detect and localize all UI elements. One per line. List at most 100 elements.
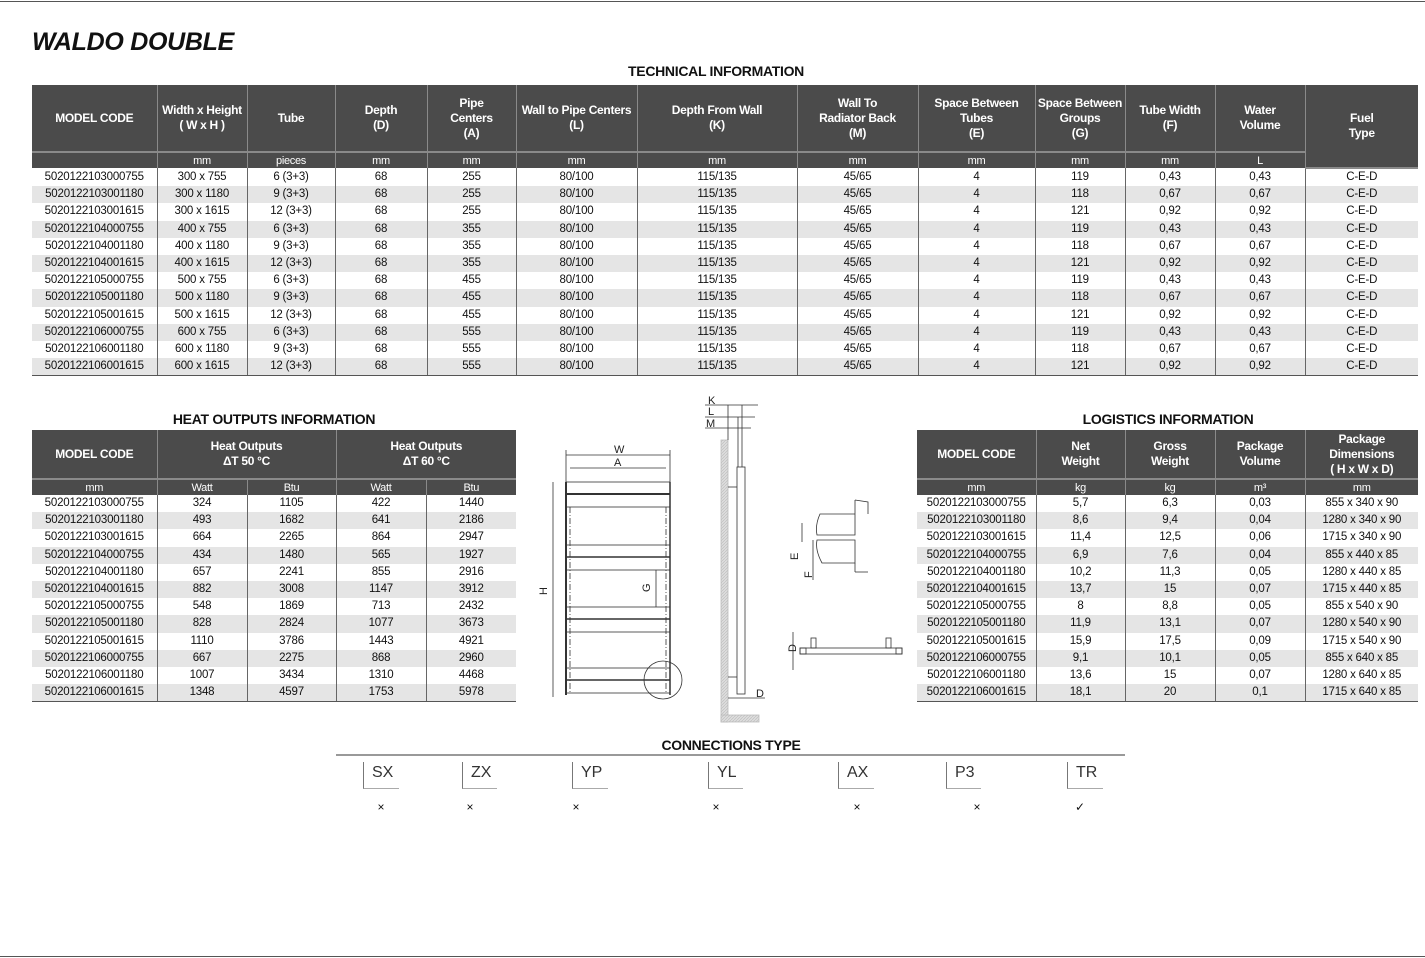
table-row: 5020122103000755 300 x 755 6 (3+3) 68 255 80/… bbox=[32, 168, 1418, 187]
data-cell: 0,67 bbox=[1124, 289, 1215, 307]
data-cell: 4468 bbox=[425, 666, 517, 685]
data-cell: 4 bbox=[917, 168, 1035, 187]
data-cell: 68 bbox=[334, 340, 427, 359]
data-cell: 118 bbox=[1034, 340, 1125, 359]
unit-header: pieces bbox=[246, 152, 335, 168]
table-row: 5020122104000755 6,9 7,6 0,04 855 x 440 x 85 bbox=[917, 546, 1418, 564]
model-code-cell: 5020122105000755 bbox=[926, 600, 1026, 613]
data-cell: C-E-D bbox=[1304, 254, 1418, 273]
data-cell: 115/135 bbox=[636, 168, 797, 187]
data-cell: 4 bbox=[917, 289, 1035, 307]
data-cell: 80/100 bbox=[515, 272, 637, 290]
side-view bbox=[705, 404, 765, 723]
data-cell: 4 bbox=[917, 254, 1035, 273]
unit-header: mm bbox=[32, 479, 157, 495]
data-cell: 3912 bbox=[425, 580, 517, 599]
model-code-cell: 5020122106001615 bbox=[32, 684, 157, 703]
data-cell: 0,67 bbox=[1214, 340, 1305, 359]
data-cell: 1753 bbox=[335, 684, 427, 703]
data-cell: 9,4 bbox=[1124, 512, 1215, 530]
data-cell: 0,43 bbox=[1124, 168, 1215, 187]
data-cell: 45/65 bbox=[796, 289, 918, 307]
data-cell: 80/100 bbox=[515, 358, 637, 377]
technical-title: TECHNICAL INFORMATION bbox=[628, 63, 804, 79]
data-cell: 115/135 bbox=[636, 220, 797, 238]
column-header: Width x Height ( W x H ) bbox=[156, 85, 247, 153]
data-cell: 434 bbox=[156, 546, 247, 564]
data-cell: 0,43 bbox=[1214, 220, 1305, 238]
model-code-cell: 5020122104001615 bbox=[32, 254, 157, 273]
data-cell: 667 bbox=[156, 649, 247, 667]
unit-header: mm bbox=[334, 152, 427, 168]
data-cell: 500 x 755 bbox=[156, 272, 247, 290]
data-cell: 1007 bbox=[156, 666, 247, 685]
data-cell: 2824 bbox=[246, 615, 337, 633]
table-row: 5020122104000755 400 x 755 6 (3+3) 68 355 80/… bbox=[32, 220, 1418, 238]
data-cell: 600 x 1615 bbox=[156, 358, 247, 377]
data-cell: 4 bbox=[917, 306, 1035, 324]
table-row: 5020122105001180 11,9 13,1 0,07 1280 x 540 x… bbox=[917, 615, 1418, 633]
data-cell: 3008 bbox=[246, 580, 337, 599]
data-cell: 115/135 bbox=[636, 340, 797, 359]
data-cell: 0,07 bbox=[1214, 666, 1305, 685]
data-cell: 4 bbox=[917, 272, 1035, 290]
data-cell: 2275 bbox=[246, 649, 337, 667]
data-cell: 9 (3+3) bbox=[246, 340, 335, 359]
column-header: Depth From Wall (K) bbox=[636, 85, 797, 153]
label-h: H bbox=[538, 587, 550, 595]
data-cell: 45/65 bbox=[796, 203, 918, 221]
model-code-cell: 5020122105001180 bbox=[32, 615, 157, 633]
column-header: Package Volume bbox=[1214, 430, 1305, 480]
table-row: 5020122106000755 667 2275 868 2960 bbox=[32, 649, 517, 667]
data-cell: 548 bbox=[156, 598, 247, 616]
check-icon: ✓ bbox=[1074, 800, 1086, 814]
data-cell: 255 bbox=[426, 168, 516, 187]
data-cell: 6 (3+3) bbox=[246, 272, 335, 290]
table-row: 5020122103000755 5,7 6,3 0,03 855 x 340 x 90 bbox=[917, 495, 1418, 513]
label-w: W bbox=[614, 444, 625, 456]
data-cell: 45/65 bbox=[796, 272, 918, 290]
column-header: Wall to Pipe Centers (L) bbox=[515, 85, 637, 153]
data-cell: 68 bbox=[334, 289, 427, 307]
data-cell: 8,6 bbox=[1035, 512, 1125, 530]
data-cell: 6 (3+3) bbox=[246, 168, 335, 187]
model-code-cell: 5020122105001180 bbox=[32, 289, 157, 307]
data-cell: 115/135 bbox=[636, 203, 797, 221]
unit-header: Watt bbox=[335, 479, 427, 495]
data-cell: 68 bbox=[334, 237, 427, 255]
data-cell: 0,07 bbox=[1214, 615, 1305, 633]
data-cell: 3434 bbox=[246, 666, 337, 685]
data-cell: 115/135 bbox=[636, 254, 797, 273]
data-cell: 500 x 1180 bbox=[156, 289, 247, 307]
data-cell: 555 bbox=[426, 358, 516, 377]
label-d-top: D bbox=[787, 644, 799, 652]
unit-header: mm bbox=[1304, 479, 1418, 495]
unit-header: mm bbox=[917, 479, 1036, 495]
data-cell: 12 (3+3) bbox=[246, 203, 335, 221]
column-header: MODEL CODE bbox=[917, 430, 1036, 480]
data-cell: 115/135 bbox=[636, 272, 797, 290]
model-code-cell: 5020122104000755 bbox=[32, 546, 157, 564]
model-code-cell: 5020122104000755 bbox=[32, 220, 157, 238]
data-cell: 355 bbox=[426, 220, 516, 238]
column-header: Fuel Type bbox=[1304, 85, 1418, 169]
data-cell: 0,43 bbox=[1124, 323, 1215, 341]
data-cell: 9,1 bbox=[1035, 649, 1125, 667]
data-cell: 10,1 bbox=[1124, 649, 1215, 667]
logistics-title: LOGISTICS INFORMATION bbox=[1082, 411, 1254, 427]
data-cell: 400 x 1615 bbox=[156, 254, 247, 273]
column-header: Net Weight bbox=[1035, 430, 1125, 480]
data-cell: 13,6 bbox=[1035, 666, 1125, 685]
data-cell: 68 bbox=[334, 186, 427, 204]
data-cell: 1280 x 440 x 85 bbox=[1304, 563, 1418, 581]
data-cell: 8,8 bbox=[1124, 598, 1215, 616]
data-cell: 12 (3+3) bbox=[246, 254, 335, 273]
data-cell: 13,7 bbox=[1035, 580, 1125, 599]
table-row: 5020122103001180 8,6 9,4 0,04 1280 x 340 x 9… bbox=[917, 512, 1418, 530]
connection-label: AX bbox=[838, 762, 875, 789]
tube-section-detail bbox=[801, 499, 869, 580]
table-row: 5020122103000755 324 1105 422 1440 bbox=[32, 495, 517, 513]
table-row: 5020122105001615 1110 3786 1443 4921 bbox=[32, 632, 517, 650]
data-cell: C-E-D bbox=[1304, 289, 1418, 307]
table-row: 5020122105001615 15,9 17,5 0,09 1715 x 540 x… bbox=[917, 632, 1418, 650]
